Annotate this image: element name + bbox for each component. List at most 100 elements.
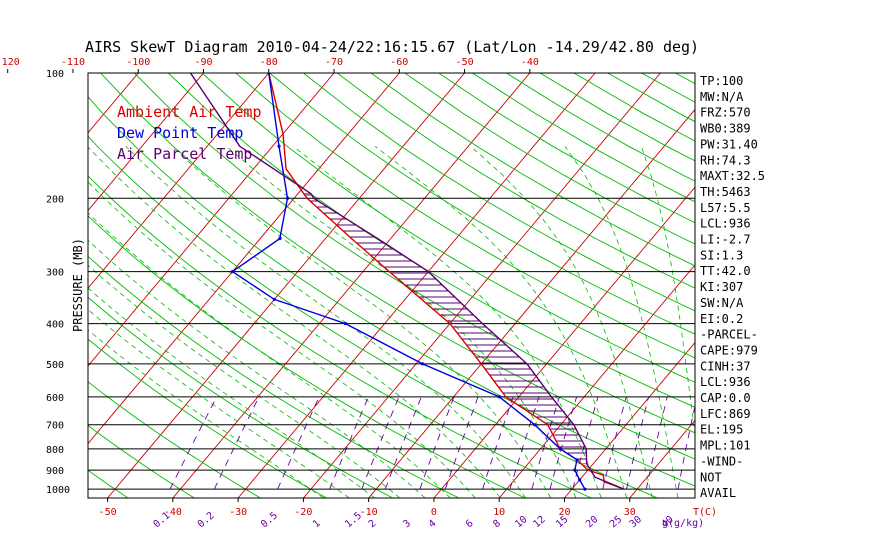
mixing-ratio-line (419, 396, 455, 490)
mixing-ratio-tick-label: 6 (464, 518, 476, 530)
dewpoint-point (272, 297, 276, 302)
y-axis-label: PRESSURE (MB) (71, 238, 85, 332)
pressure-tick-label: 400 (46, 320, 64, 331)
moist-adiabat-line (564, 146, 679, 498)
dry-adiabat-line (88, 469, 129, 498)
dry-adiabat-line (201, 73, 695, 383)
bottom-temp-tick-label: -40 (164, 507, 182, 518)
moist-adiabat-line (88, 146, 501, 498)
dewpoint-point (497, 395, 501, 399)
isotherm-line (88, 73, 335, 367)
mixing-ratio-tick-label: 8 (491, 518, 503, 530)
index-entry: SI:1.3 (700, 248, 743, 262)
moist-adiabat-line (125, 146, 526, 498)
isotherm-line (88, 73, 204, 212)
dewpoint-point (278, 237, 282, 241)
bottom-temp-tick-label: 20 (558, 507, 570, 518)
mixing-ratio-tick-label: 25 (608, 514, 624, 530)
bottom-temp-tick-label: -30 (229, 507, 247, 518)
isotherm-line (107, 73, 465, 498)
dry-adiabat-line (472, 73, 695, 203)
dry-adiabat-line (303, 73, 695, 312)
index-entry: L57:5.5 (700, 201, 751, 215)
dry-adiabat-line (235, 73, 695, 359)
index-entry: CAP:0.0 (700, 391, 751, 405)
dry-adiabat-line (88, 296, 394, 498)
index-entry: LCL:936 (700, 375, 751, 389)
dry-adiabat-line (88, 338, 327, 498)
mixing-ratio-line (329, 396, 369, 490)
dewpoint-point (573, 468, 577, 472)
mixing-ratio-unit-label: g(g/kg) (662, 518, 704, 529)
mixing-ratio-tick-label: 2 (367, 518, 379, 530)
mixing-ratio-tick-label: 10 (513, 514, 529, 530)
mixing-ratio-tick-label: 1 (311, 518, 323, 530)
dry-adiabat-line (336, 73, 695, 289)
index-entry: MAXT:32.5 (700, 169, 765, 183)
bottom-temp-tick-label: 30 (624, 507, 636, 518)
index-entry: CAPE:979 (700, 343, 758, 357)
moist-adiabat-line (88, 239, 426, 498)
isotherm-line (0, 73, 8, 498)
dewpoint-point (578, 478, 582, 482)
dewpoint-point (558, 447, 562, 451)
dewpoint-point (285, 196, 290, 200)
mixing-ratio-line (602, 396, 627, 490)
index-entry: FRZ:570 (700, 106, 751, 120)
moist-adiabat-line (88, 212, 451, 498)
dewpoint-point (277, 144, 281, 148)
index-entry: NOT (700, 470, 722, 484)
pressure-tick-label: 700 (46, 421, 64, 432)
dry-adiabat-line (370, 73, 695, 267)
mixing-ratio-tick-label: 20 (584, 514, 600, 530)
index-entry: LCL:936 (700, 217, 751, 231)
moist-adiabat-line (88, 287, 375, 498)
index-entry: MW:N/A (700, 90, 744, 104)
dry-adiabat-line (0, 73, 62, 498)
legend-entry: Air Parcel Temp (117, 145, 252, 163)
index-entry: TT:42.0 (700, 264, 751, 278)
pressure-tick-label: 500 (46, 360, 64, 371)
legend-entry: Dew Point Temp (117, 124, 243, 142)
index-entry: PW:31.40 (700, 137, 758, 151)
index-entry: CINH:37 (700, 359, 751, 373)
axes: 1002003004005006007008009001000-120-110-… (0, 57, 717, 530)
dewpoint-point (575, 458, 579, 462)
top-temp-tick-label: -60 (390, 57, 408, 68)
mixing-ratio-tick-label: 12 (531, 514, 547, 530)
dry-adiabat-line (88, 424, 195, 498)
moist-adiabat-line (374, 145, 628, 498)
isotherm-line (760, 73, 870, 498)
isotherm-line (303, 73, 661, 498)
top-temp-tick-label: -110 (61, 57, 85, 68)
index-entry: WB0:389 (700, 122, 751, 136)
moist-adiabat-line (170, 146, 552, 498)
pressure-tick-label: 300 (46, 268, 64, 279)
mixing-ratio-line (645, 396, 668, 490)
moist-adiabat-line (470, 146, 653, 498)
dry-adiabat-line (134, 73, 695, 434)
dry-adiabat-line (269, 73, 695, 335)
moist-adiabat-line (88, 329, 324, 498)
mixing-ratio-line (482, 396, 514, 490)
dewpoint-point (230, 269, 235, 274)
top-temp-tick-label: -40 (521, 57, 539, 68)
index-entry: AVAIL (700, 486, 736, 500)
top-temp-tick-label: -80 (260, 57, 278, 68)
index-entry: TH:5463 (700, 185, 751, 199)
top-temp-tick-label: -100 (126, 57, 150, 68)
dry-adiabat-line (88, 215, 526, 498)
index-entry: EL:195 (700, 423, 743, 437)
isotherm-line (0, 73, 73, 498)
chart-title: AIRS SkewT Diagram 2010-04-24/22:16:15.6… (85, 38, 699, 56)
plot-frame (87, 72, 696, 499)
dewpoint-point (533, 423, 537, 427)
index-entry: TP:100 (700, 74, 743, 88)
dry-adiabat-line (88, 96, 695, 487)
index-entry: KI:307 (700, 280, 743, 294)
pressure-tick-label: 900 (46, 466, 64, 477)
dry-adiabat-line (438, 73, 695, 224)
index-entry: MPL:101 (700, 439, 751, 453)
pressure-tick-label: 200 (46, 194, 64, 205)
